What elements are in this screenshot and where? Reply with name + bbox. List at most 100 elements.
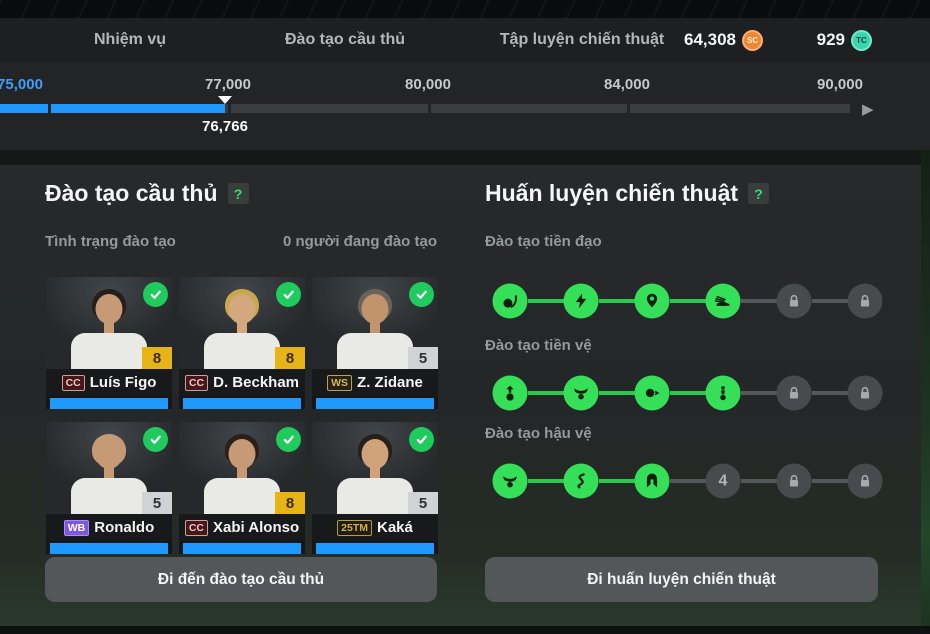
progress-section: 75,000 77,000 80,000 84,000 90,000 76,766 ▶ — [0, 62, 930, 150]
skill-row-label: Đào tạo tiền đạo — [485, 233, 602, 250]
left-panel-title-text: Đào tạo cầu thủ — [45, 180, 218, 206]
sc-amount: 64,308 — [684, 30, 736, 49]
progress-tick-label: 84,000 — [604, 76, 650, 93]
skill-node-lock-icon[interactable] — [847, 375, 883, 411]
skill-node-eagle-ball-icon[interactable] — [492, 463, 528, 499]
progress-current-value: 76,766 — [202, 118, 248, 135]
help-icon[interactable]: ? — [227, 183, 249, 204]
right-panel-title-text: Huấn luyện chiến thuật — [485, 180, 739, 206]
help-icon[interactable]: ? — [748, 183, 770, 204]
player-class-badge: WS — [327, 374, 353, 391]
arrow-up-ball-icon — [502, 385, 519, 402]
skill-connector — [811, 391, 848, 395]
skill-node-level: 4 — [718, 472, 728, 489]
currency-tc: 929 TC — [817, 18, 872, 62]
card-progress-bar — [46, 396, 172, 409]
tab-tap-luyen-chien-thuat[interactable]: Tập luyện chiến thuật — [499, 31, 665, 48]
progress-segment-divider — [627, 104, 630, 113]
skill-node-ball-swoosh-icon[interactable] — [634, 375, 670, 411]
training-level-badge: 8 — [275, 492, 305, 514]
currency-sc: 64,308 SC — [684, 18, 763, 62]
go-player-training-button[interactable]: Đi đến đào tạo cầu thủ — [45, 557, 437, 602]
window-top-strip — [0, 0, 930, 18]
skill-node-winged-boot-icon[interactable] — [705, 283, 741, 319]
skill-node-eagle-ball-icon[interactable] — [563, 375, 599, 411]
skill-node-lightning-icon[interactable] — [563, 283, 599, 319]
player-class-badge: CC — [184, 374, 209, 391]
training-count-label: 0 người đang đào tạo — [282, 233, 437, 250]
skill-connector — [740, 391, 777, 395]
skill-node-level-number[interactable]: 4 — [705, 463, 741, 499]
player-name-row: WS Z. Zidane — [312, 369, 438, 396]
check-icon — [143, 282, 168, 307]
go-tactic-training-button[interactable]: Đi huấn luyện chiến thuật — [485, 557, 878, 602]
lock-icon — [786, 385, 803, 402]
player-card[interactable]: 5 25TM Kaká — [312, 422, 438, 554]
tab-dao-tao-cau-thu[interactable]: Đào tạo cầu thủ — [284, 31, 406, 48]
skill-row-label: Đào tạo tiền vệ — [485, 337, 592, 354]
skill-node-lock-icon[interactable] — [847, 463, 883, 499]
skill-node-lock-icon[interactable] — [776, 375, 812, 411]
progress-track — [0, 104, 850, 113]
skill-node-snake-icon[interactable] — [563, 463, 599, 499]
skill-connector — [527, 299, 564, 303]
snake-icon — [573, 473, 590, 490]
skill-node-shot-ball-icon[interactable] — [492, 283, 528, 319]
skill-connector — [598, 479, 635, 483]
player-name-row: CC Xabi Alonso — [179, 514, 305, 541]
main-panel: Đào tạo cầu thủ ? Tình trạng đào tạo 0 n… — [0, 165, 921, 634]
skill-node-lock-icon[interactable] — [776, 463, 812, 499]
progress-marker — [218, 96, 232, 104]
player-name: Kaká — [376, 519, 413, 536]
player-name: D. Beckham — [213, 374, 300, 391]
skill-node-position-pin-icon[interactable] — [634, 283, 670, 319]
sc-coin-icon: SC — [742, 29, 763, 51]
player-name: Z. Zidane — [357, 374, 423, 391]
skill-connector — [740, 479, 777, 483]
skill-connector — [669, 391, 706, 395]
eagle-ball-icon — [573, 385, 590, 402]
player-name-row: CC D. Beckham — [179, 369, 305, 396]
lock-icon — [857, 385, 874, 402]
skill-connector — [598, 299, 635, 303]
left-panel-title: Đào tạo cầu thủ ? — [45, 180, 249, 207]
player-card-grid: 8 CC Luís Figo 8 CC D. Beckham 5 WS Z. Zidane 5 WB… — [46, 277, 438, 554]
lock-icon — [786, 473, 803, 490]
progress-tick-label: 77,000 — [205, 76, 251, 93]
tab-nhiem-vu[interactable]: Nhiệm vụ — [93, 31, 167, 48]
right-panel-title: Huấn luyện chiến thuật ? — [485, 180, 770, 207]
training-level-badge: 5 — [408, 492, 438, 514]
skill-connector — [527, 479, 564, 483]
skill-node-lock-icon[interactable] — [776, 283, 812, 319]
progress-tick-label: 75,000 — [0, 76, 43, 93]
player-card[interactable]: 8 CC Xabi Alonso — [179, 422, 305, 554]
skill-node-arrow-up-ball-icon[interactable] — [492, 375, 528, 411]
player-card[interactable]: 5 WS Z. Zidane — [312, 277, 438, 409]
position-pin-icon — [644, 293, 661, 310]
player-name-row: WB Ronaldo — [46, 514, 172, 541]
player-card[interactable]: 8 CC D. Beckham — [179, 277, 305, 409]
card-progress-bar — [179, 541, 305, 554]
next-arrow-icon[interactable]: ▶ — [862, 101, 874, 118]
skill-connector — [669, 479, 706, 483]
skill-node-spartan-helmet-icon[interactable] — [634, 463, 670, 499]
progress-tick-label: 90,000 — [817, 76, 863, 93]
stadium-background-edge — [921, 150, 930, 634]
player-card[interactable]: 8 CC Luís Figo — [46, 277, 172, 409]
eagle-ball-icon — [502, 473, 519, 490]
check-icon — [276, 427, 301, 452]
shot-ball-icon — [502, 293, 519, 310]
card-progress-bar — [312, 541, 438, 554]
player-class-badge: WB — [63, 519, 90, 536]
training-level-badge: 5 — [408, 347, 438, 369]
skill-connector — [669, 299, 706, 303]
player-class-badge: CC — [184, 519, 209, 536]
player-card[interactable]: 5 WB Ronaldo — [46, 422, 172, 554]
skill-node-lock-icon[interactable] — [847, 283, 883, 319]
skill-node-player-ball-icon[interactable] — [705, 375, 741, 411]
window-bottom-strip — [0, 626, 930, 634]
training-status-label: Tình trạng đào tạo — [45, 233, 176, 250]
lock-icon — [857, 473, 874, 490]
skill-connector — [527, 391, 564, 395]
